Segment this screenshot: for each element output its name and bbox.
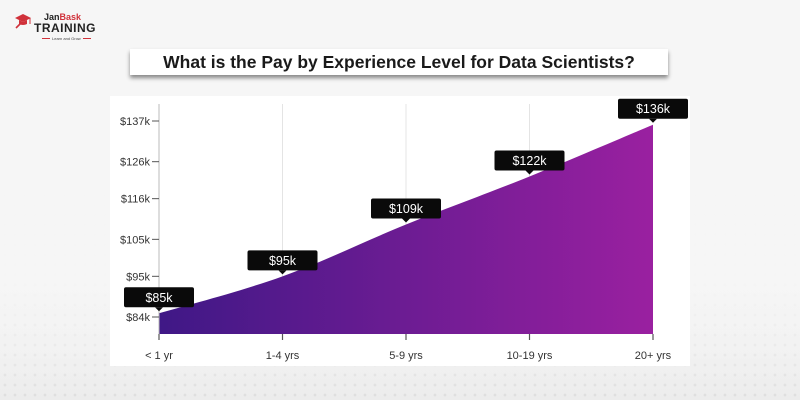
- y-tick-label: $105k: [120, 234, 150, 246]
- chart-title: What is the Pay by Experience Level for …: [163, 51, 635, 72]
- tooltip-value: $122k: [512, 154, 547, 168]
- value-tooltip: $95k: [247, 250, 318, 275]
- brand-tagline: Learn and Grow: [40, 36, 93, 41]
- x-tick-label: 20+ yrs: [635, 350, 672, 362]
- value-tooltips: $85k $95k $109k $122k $136k: [124, 98, 688, 312]
- value-tooltip: $136k: [618, 98, 688, 123]
- salary-area: [159, 124, 653, 334]
- chart-title-box: What is the Pay by Experience Level for …: [130, 49, 668, 75]
- brand-training: TRAINING: [34, 21, 96, 35]
- y-tick-label: $84k: [126, 312, 150, 324]
- x-tick-label: 5-9 yrs: [389, 350, 423, 362]
- graduation-cap-icon: [15, 14, 31, 29]
- value-tooltip: $109k: [371, 198, 441, 223]
- tooltip-value: $109k: [389, 202, 424, 216]
- area-chart: $84k $95k $105k $116k $126k $137k < 1 yr 1-4 y…: [120, 98, 688, 362]
- chart-card: $84k $95k $105k $116k $126k $137k < 1 yr 1-4 y…: [110, 96, 690, 366]
- brand-logo: JanBask TRAINING Learn and Grow: [14, 10, 96, 41]
- y-tick-label: $95k: [126, 271, 150, 283]
- brand-name-part2: Bask: [59, 12, 82, 22]
- value-tooltip: $85k: [124, 287, 194, 312]
- x-tick-label: 10-19 yrs: [507, 350, 553, 362]
- tooltip-value: $95k: [269, 254, 297, 268]
- brand-name: JanBask: [44, 12, 81, 22]
- x-axis-ticks: < 1 yr 1-4 yrs 5-9 yrs 10-19 yrs 20+ yrs: [145, 334, 672, 362]
- y-tick-label: $126k: [120, 157, 150, 169]
- brand-name-part1: Jan: [44, 12, 60, 22]
- tooltip-value: $136k: [636, 102, 671, 116]
- y-axis-ticks: $84k $95k $105k $116k $126k $137k: [120, 116, 159, 324]
- tooltip-value: $85k: [145, 291, 173, 305]
- y-tick-label: $116k: [121, 194, 151, 206]
- value-tooltip: $122k: [494, 150, 565, 175]
- x-tick-label: 1-4 yrs: [266, 350, 300, 362]
- x-tick-label: < 1 yr: [145, 350, 173, 362]
- y-tick-label: $137k: [120, 116, 150, 128]
